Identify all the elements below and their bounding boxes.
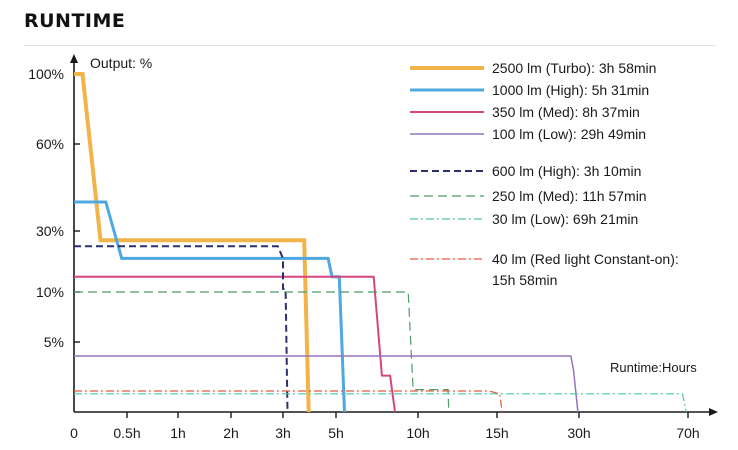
legend: 2500 lm (Turbo): 3h 58min 1000 lm (High):… [410,60,679,288]
legend-label-2: 350 lm (Med): 8h 37min [492,104,640,120]
x-tick-label: 30h [567,425,590,441]
series-line-4 [74,245,289,413]
legend-label-1: 1000 lm (High): 5h 31min [492,82,649,98]
x-tick-label: 10h [406,425,429,441]
series-line-2 [74,275,396,413]
x-tick-label: 70h [676,425,699,441]
x-ticks: 0 0.5h 1h 2h 3h 5h 10h 15h 30h 70h [70,412,700,441]
legend-label-0: 2500 lm (Turbo): 3h 58min [492,60,656,76]
legend-label-4: 600 lm (High): 3h 10min [492,163,641,179]
legend-label-3: 100 lm (Low): 29h 49min [492,126,646,142]
y-axis-label: Output: % [90,55,152,71]
x-tick-label: 2h [223,425,239,441]
x-tick-label: 0 [70,425,78,441]
series-line-0 [74,72,311,413]
x-tick-label: 3h [275,425,291,441]
x-tick-label: 0.5h [113,425,140,441]
legend-label-7: 40 lm (Red light Constant-on): 15h 58min [492,251,679,288]
legend-label-6: 30 lm (Low): 69h 21min [492,211,638,227]
x-axis-label: Runtime:Hours [610,360,697,375]
series-line-6 [74,393,687,413]
series-lines [74,72,687,413]
x-tick-label: 5h [328,425,344,441]
x-tick-label: 15h [485,425,508,441]
y-tick-label: 60% [36,136,64,152]
y-tick-label: 30% [36,223,64,239]
legend-label-5: 250 lm (Med): 11h 57min [492,188,647,204]
y-tick-label: 100% [28,66,64,82]
title-divider [24,45,716,46]
x-tick-label: 1h [170,425,186,441]
series-line-3 [74,355,579,413]
y-tick-label: 10% [36,284,64,300]
section-title: RUNTIME [24,10,126,32]
y-tick-label: 5% [44,334,64,350]
series-line-7 [74,390,503,413]
y-ticks: 100% 60% 30% 10% 5% [28,66,80,350]
series-line-1 [74,200,346,413]
